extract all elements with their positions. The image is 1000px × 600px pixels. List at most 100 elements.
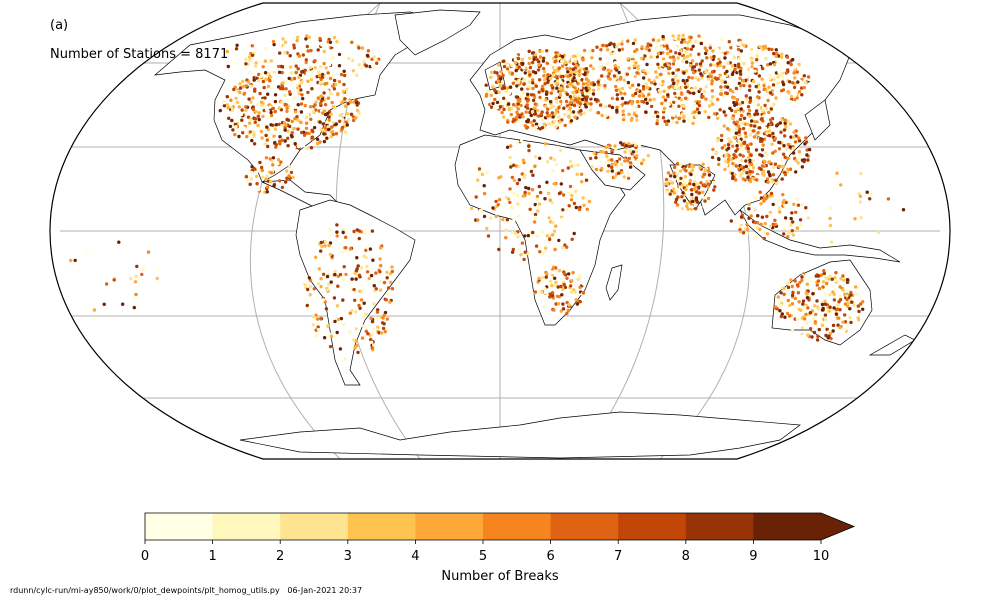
station-marker xyxy=(265,174,269,178)
station-marker xyxy=(328,228,332,232)
footer-timestamp: 06-Jan-2021 20:37 xyxy=(287,586,363,595)
station-marker xyxy=(335,304,340,308)
station-marker xyxy=(763,103,767,108)
station-marker xyxy=(722,65,726,69)
station-marker xyxy=(372,55,376,59)
station-marker xyxy=(511,81,515,86)
station-marker xyxy=(351,342,355,347)
station-marker xyxy=(283,44,287,49)
station-marker xyxy=(578,102,583,106)
station-marker xyxy=(348,99,353,103)
station-marker xyxy=(309,74,314,79)
station-marker xyxy=(543,78,547,82)
station-marker xyxy=(747,75,751,80)
station-marker xyxy=(484,83,488,87)
station-marker xyxy=(315,295,319,300)
station-marker xyxy=(250,165,254,169)
station-marker xyxy=(273,99,278,104)
station-marker xyxy=(343,357,347,361)
station-marker xyxy=(545,111,549,115)
station-marker xyxy=(576,100,580,104)
station-marker xyxy=(520,87,524,91)
station-marker xyxy=(531,86,535,91)
station-marker xyxy=(558,120,562,124)
station-marker xyxy=(276,158,281,162)
station-marker xyxy=(745,97,749,101)
station-marker xyxy=(583,92,588,96)
station-marker xyxy=(281,37,285,41)
station-marker xyxy=(329,334,334,339)
station-marker xyxy=(247,97,251,101)
station-marker xyxy=(777,61,781,66)
station-marker xyxy=(564,99,569,104)
station-marker xyxy=(590,56,594,60)
station-marker xyxy=(222,103,227,108)
station-marker xyxy=(237,134,241,139)
station-marker xyxy=(522,82,526,86)
station-marker xyxy=(495,100,500,105)
station-marker xyxy=(554,51,558,55)
station-marker xyxy=(671,120,675,125)
station-marker xyxy=(340,117,345,121)
station-marker xyxy=(360,288,364,292)
station-marker xyxy=(256,187,261,192)
station-marker xyxy=(296,86,300,90)
station-marker xyxy=(357,63,361,67)
station-marker xyxy=(530,51,535,55)
station-marker xyxy=(692,71,696,75)
colorbar-extend-segment xyxy=(753,513,854,540)
station-marker xyxy=(333,272,337,277)
station-marker xyxy=(489,93,493,98)
station-marker xyxy=(263,142,267,146)
station-marker xyxy=(528,73,532,77)
station-marker xyxy=(246,115,251,119)
station-marker xyxy=(278,86,283,91)
station-marker xyxy=(336,92,340,96)
station-marker xyxy=(514,115,519,120)
station-marker xyxy=(352,259,356,263)
station-marker xyxy=(295,38,299,43)
station-marker xyxy=(586,78,590,83)
station-marker xyxy=(544,98,548,102)
station-marker xyxy=(357,236,361,241)
station-marker xyxy=(772,77,776,82)
station-marker xyxy=(218,108,222,113)
station-marker xyxy=(303,281,307,285)
station-marker xyxy=(298,49,302,53)
station-marker xyxy=(537,90,541,94)
station-marker xyxy=(557,123,561,127)
station-marker xyxy=(249,84,253,88)
station-marker xyxy=(269,123,273,127)
station-marker xyxy=(354,98,358,102)
station-marker xyxy=(373,247,377,251)
station-marker xyxy=(288,54,292,58)
station-marker xyxy=(244,108,248,113)
colorbar-tick-label: 5 xyxy=(479,549,487,564)
station-marker xyxy=(322,336,327,340)
station-marker xyxy=(500,80,505,85)
station-marker xyxy=(354,327,358,331)
station-marker xyxy=(378,270,382,274)
station-marker xyxy=(347,56,351,61)
station-marker xyxy=(264,105,268,109)
station-marker xyxy=(516,120,520,124)
station-marker xyxy=(304,115,309,120)
station-marker xyxy=(259,100,264,104)
station-marker xyxy=(623,101,628,105)
station-marker xyxy=(335,40,339,44)
station-marker xyxy=(533,53,538,57)
station-marker xyxy=(222,101,226,105)
station-marker xyxy=(491,85,495,89)
station-marker xyxy=(777,96,781,101)
station-marker xyxy=(338,41,342,45)
station-marker xyxy=(286,144,290,148)
station-marker xyxy=(370,340,374,345)
station-marker xyxy=(370,229,375,233)
station-marker xyxy=(259,165,264,170)
station-marker xyxy=(589,64,593,68)
station-marker xyxy=(344,272,348,277)
station-marker xyxy=(498,105,502,109)
colorbar-tick-label: 6 xyxy=(546,549,554,564)
station-marker xyxy=(285,176,289,180)
